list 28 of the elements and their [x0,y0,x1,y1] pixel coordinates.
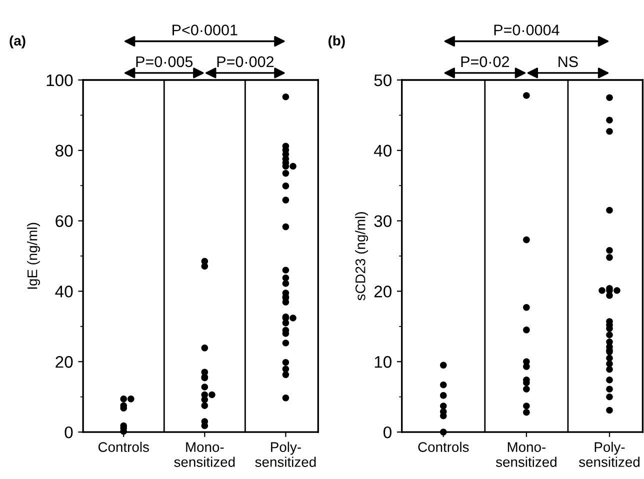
x-tick-label: Controls [98,442,149,452]
y-tick-label: 50 [374,74,392,86]
text: P=0·02 [461,56,509,68]
text: P<0·0001 [172,24,238,36]
text: NS [558,56,578,68]
x-tick-label: Mono- sensitized [496,442,556,467]
y-tick-label: 0 [64,426,73,438]
y-tick-label: 10 [374,356,392,368]
text: P=0·0004 [494,24,560,36]
text: P=0·002 [217,56,274,68]
y-tick-label: 20 [374,286,392,298]
y-tick-label: 40 [55,286,73,298]
chart-title: (a) [10,35,26,48]
y-tick-label: 60 [56,215,73,228]
y-tick-label: 80 [56,144,73,157]
x-tick-label: Mono- sensitized [174,442,235,467]
y-axis-title: sCD23 (ng/ml) [355,212,368,300]
x-tick-label: Poly- sensitized [255,442,316,467]
y-tick-label: 40 [374,144,392,157]
y-axis-title: IgE (ng/ml) [27,222,40,289]
y-tick-label: 0 [384,426,392,438]
text: P=0·005 [136,56,193,68]
y-tick-label: 100 [46,74,73,86]
y-tick-label: 30 [374,215,392,228]
x-tick-label: Controls [418,442,469,452]
chart-title: (b) [328,35,345,48]
y-tick-label: 20 [56,356,73,368]
x-tick-label: Poly- sensitized [579,442,640,467]
